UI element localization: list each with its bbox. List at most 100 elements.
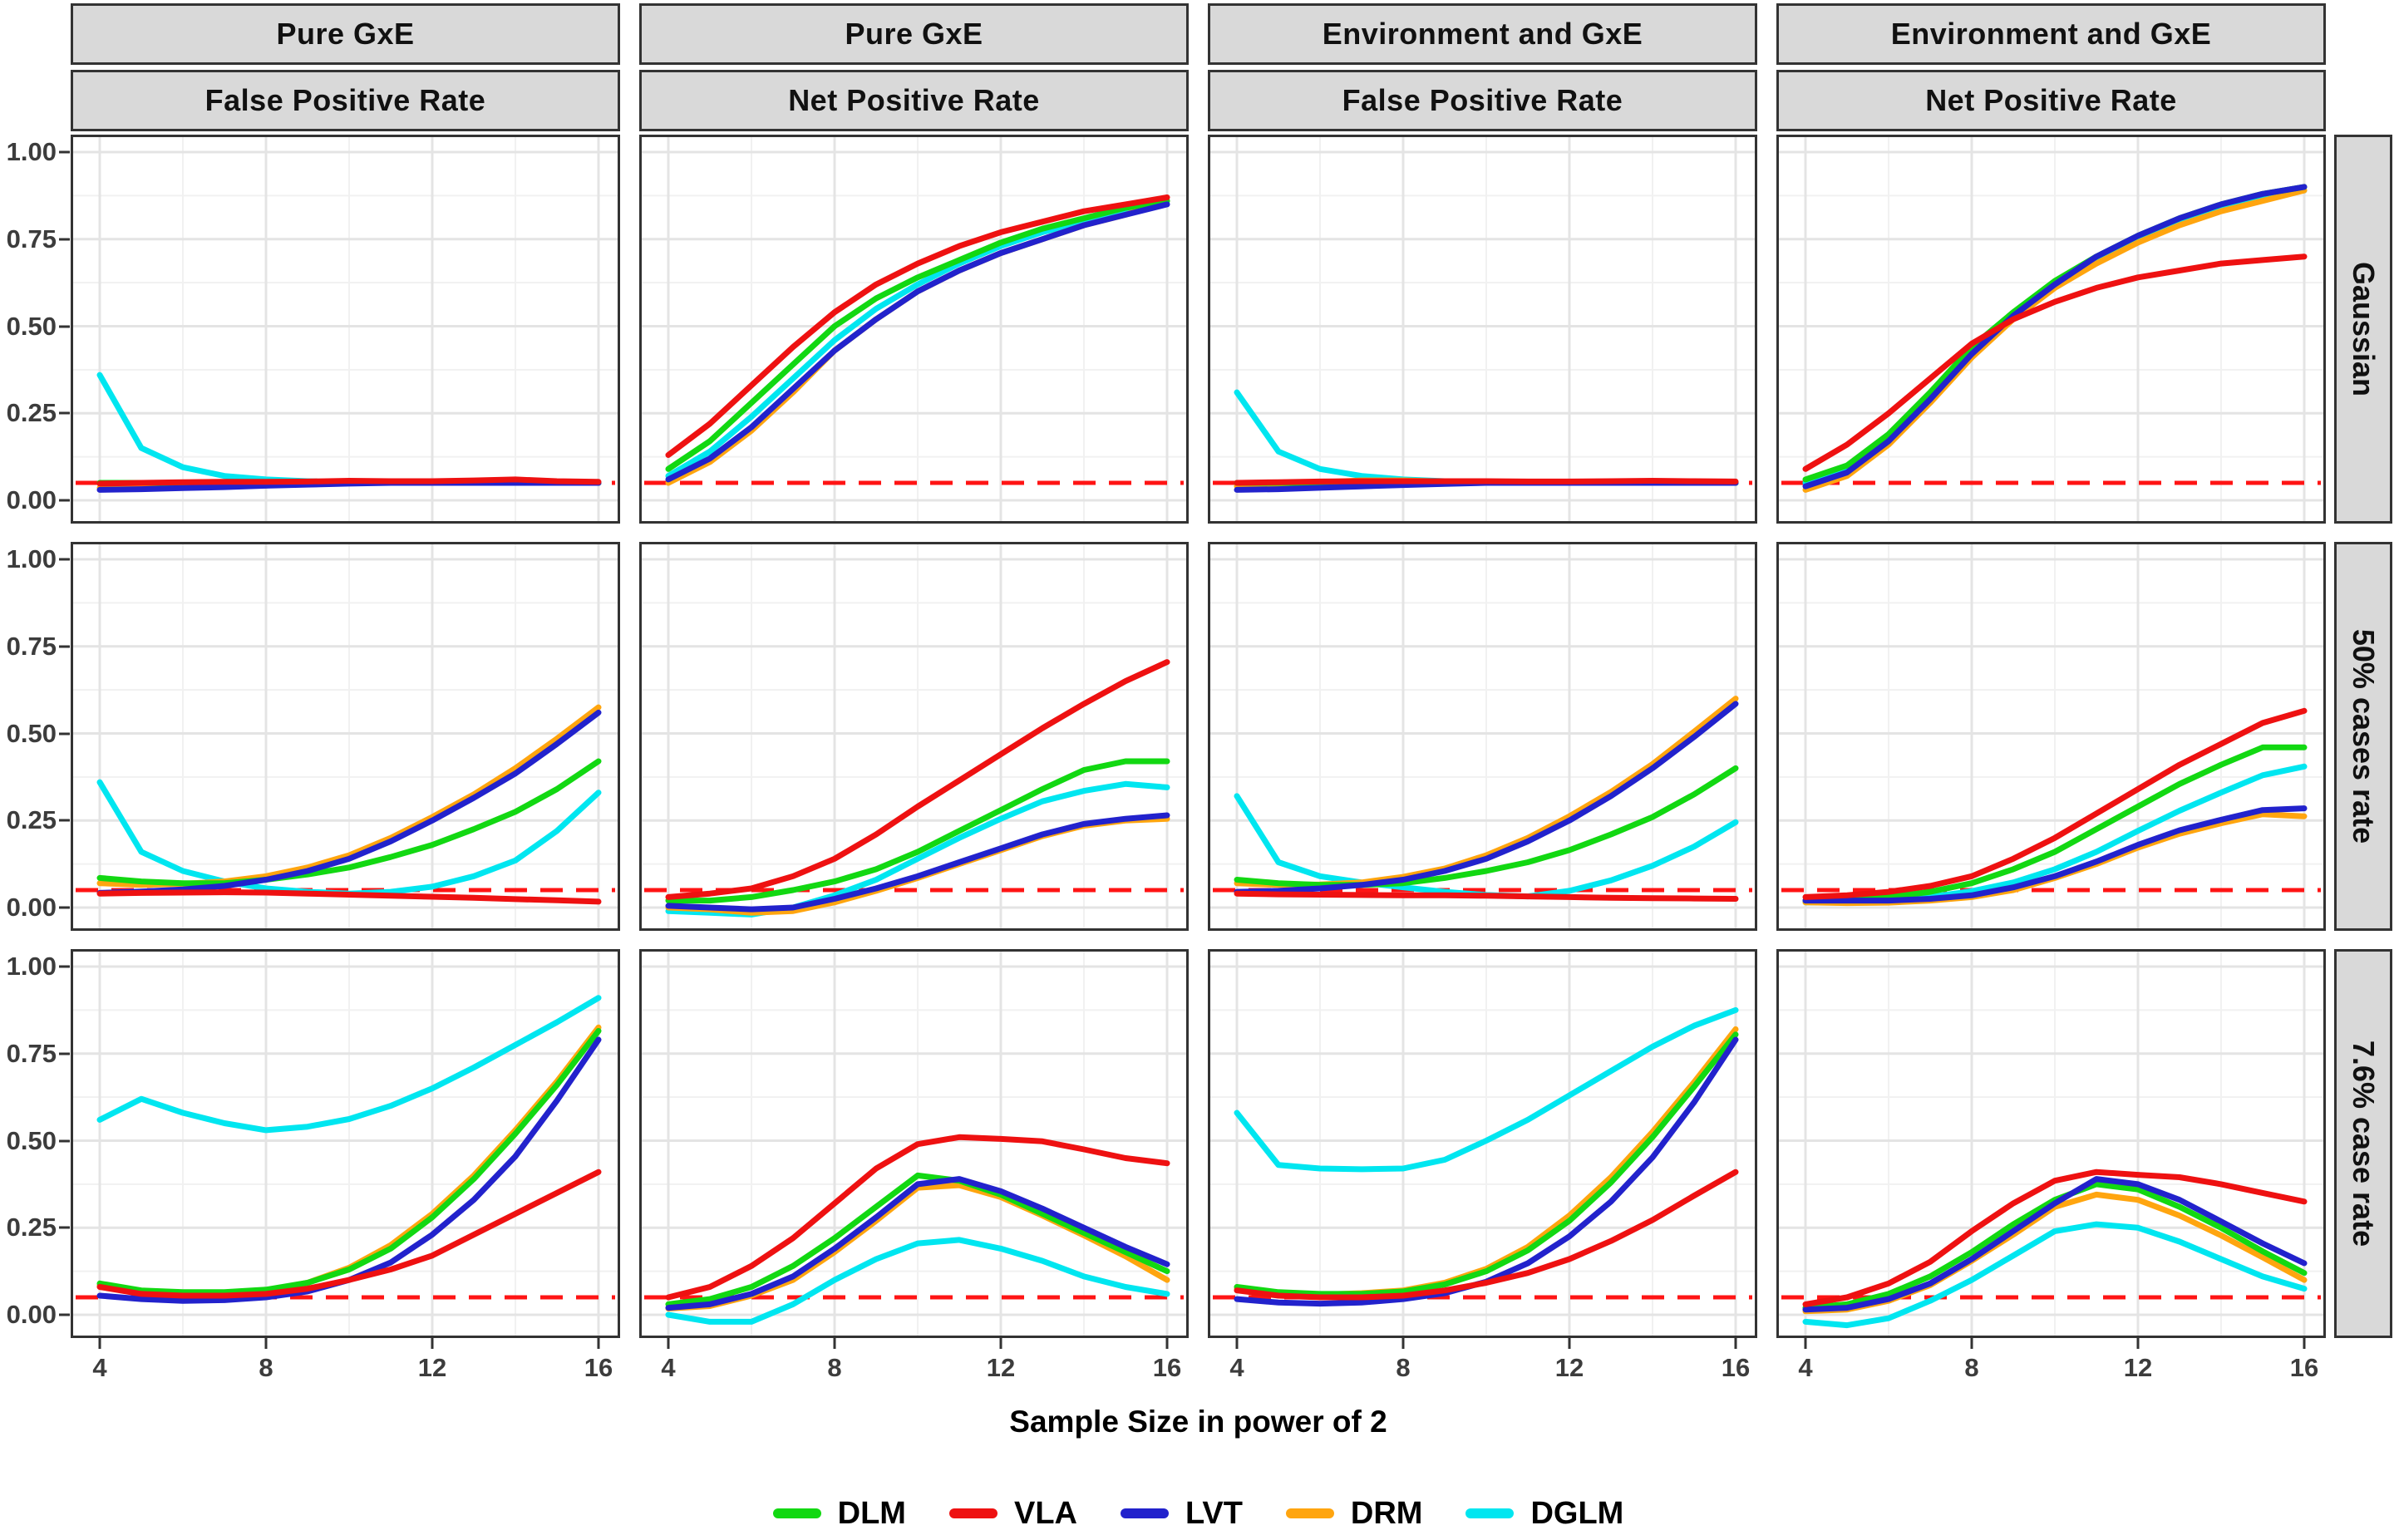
- panel-border: [1208, 135, 1757, 524]
- x-tick-label: 12: [1554, 1353, 1584, 1382]
- y-tick-mark: [59, 1313, 70, 1316]
- series-line-dglm: [1234, 1006, 1739, 1173]
- y-tick-mark: [59, 411, 70, 415]
- y-tick-label: 0.75: [6, 631, 57, 661]
- series-line-dglm: [1802, 1221, 2308, 1329]
- legend-item-drm: DRM: [1285, 1495, 1423, 1532]
- x-tick-label: 16: [584, 1353, 613, 1382]
- legend-swatch-drm: [1285, 1508, 1334, 1518]
- y-tick-mark: [59, 819, 70, 822]
- series-line-lvt: [665, 201, 1170, 483]
- y-tick-label: 0.50: [6, 311, 57, 341]
- legend-swatch-dglm: [1465, 1508, 1515, 1518]
- series-line-dlm: [665, 758, 1170, 904]
- y-tick-mark: [59, 1139, 70, 1142]
- y-tick-label: 0.50: [6, 1125, 57, 1155]
- series-line-dlm: [96, 1028, 602, 1296]
- series-line-lvt: [1802, 805, 2308, 904]
- x-tick-label: 4: [92, 1353, 107, 1382]
- series-line-lvt: [96, 709, 602, 896]
- y-tick-mark: [59, 238, 70, 241]
- y-tick-mark: [59, 558, 70, 561]
- series-line-dlm: [1234, 1031, 1739, 1297]
- x-tick-mark: [667, 1338, 670, 1349]
- x-tick-mark: [597, 1338, 600, 1349]
- y-tick-mark: [59, 150, 70, 154]
- y-tick-mark: [59, 906, 70, 909]
- y-tick-label: 0.75: [6, 224, 57, 253]
- series-line-vla: [665, 659, 1170, 900]
- y-tick-label: 0.00: [6, 1300, 57, 1329]
- facet-column-header-top: Environment and GxE: [1776, 3, 2326, 65]
- panel-gaussian-false-positive-rate-environment-and-gxe: [1208, 135, 1757, 524]
- x-tick-mark: [1235, 1338, 1239, 1349]
- y-tick-mark: [59, 965, 70, 968]
- series-line-vla: [96, 476, 602, 487]
- series-line-vla: [1802, 707, 2308, 900]
- legend-label: DRM: [1350, 1495, 1423, 1531]
- x-tick-mark: [1970, 1338, 1973, 1349]
- x-axis-title: Sample Size in power of 2: [1009, 1405, 1387, 1439]
- x-tick-label: 4: [1229, 1353, 1244, 1382]
- panel-border: [1208, 949, 1757, 1338]
- series-line-vla: [1234, 478, 1739, 486]
- x-tick-mark: [1568, 1338, 1571, 1349]
- x-tick-label: 8: [259, 1353, 273, 1382]
- panel-50-cases-rate-net-positive-rate-pure-gxe: [639, 542, 1189, 931]
- legend-item-lvt: LVT: [1120, 1495, 1243, 1532]
- series-line-dglm: [665, 1237, 1170, 1325]
- x-tick-mark: [1165, 1338, 1169, 1349]
- legend-label: DGLM: [1530, 1495, 1624, 1531]
- y-tick-mark: [59, 645, 70, 648]
- series-line-dlm: [1234, 765, 1739, 888]
- series-line-lvt: [665, 812, 1170, 913]
- x-tick-mark: [431, 1338, 434, 1349]
- legend-label: DLM: [837, 1495, 906, 1531]
- legend-swatch-dlm: [772, 1508, 821, 1518]
- legend-label: VLA: [1013, 1495, 1077, 1531]
- y-tick-label: 1.00: [6, 544, 57, 573]
- panel-border: [71, 949, 620, 1338]
- x-tick-label: 8: [827, 1353, 842, 1382]
- facet-column-header-top: Environment and GxE: [1208, 3, 1757, 65]
- facet-row-strip: Gaussian: [2334, 135, 2392, 524]
- x-tick-mark: [264, 1338, 268, 1349]
- facet-column-header-bottom: False Positive Rate: [1208, 70, 1757, 131]
- x-tick-label: 16: [2289, 1353, 2319, 1382]
- series-line-vla: [1234, 1169, 1739, 1301]
- facet-column-header-top: Pure GxE: [71, 3, 620, 65]
- facet-column-header-top: Pure GxE: [639, 3, 1189, 65]
- x-tick-label: 4: [1798, 1353, 1813, 1382]
- series-line-dlm: [1802, 1181, 2308, 1311]
- panel-50-cases-rate-false-positive-rate-pure-gxe: [71, 542, 620, 931]
- panel-border: [639, 135, 1189, 524]
- panel-border: [71, 135, 620, 524]
- series-line-lvt: [1234, 701, 1739, 895]
- panel-border: [639, 542, 1189, 931]
- x-tick-mark: [2136, 1338, 2140, 1349]
- legend-swatch-lvt: [1120, 1508, 1169, 1518]
- x-tick-label: 4: [661, 1353, 676, 1382]
- legend-label: LVT: [1185, 1495, 1243, 1531]
- series-line-vla: [1234, 890, 1739, 902]
- panel-gaussian-false-positive-rate-pure-gxe: [71, 135, 620, 524]
- facet-column-header-bottom: False Positive Rate: [71, 70, 620, 131]
- panel-border: [639, 949, 1189, 1338]
- panel-gaussian-net-positive-rate-environment-and-gxe: [1776, 135, 2326, 524]
- series-line-vla: [96, 1169, 602, 1299]
- facet-row-strip: 7.6% case rate: [2334, 949, 2392, 1338]
- y-tick-mark: [59, 325, 70, 327]
- y-tick-mark: [59, 1052, 70, 1055]
- y-tick-label: 0.00: [6, 893, 57, 922]
- y-tick-label: 0.50: [6, 718, 57, 748]
- series-line-lvt: [665, 1176, 1170, 1311]
- x-tick-label: 8: [1396, 1353, 1411, 1382]
- x-tick-mark: [1401, 1338, 1405, 1349]
- panel-50-cases-rate-false-positive-rate-environment-and-gxe: [1208, 542, 1757, 931]
- x-tick-label: 12: [417, 1353, 447, 1382]
- series-line-vla: [96, 889, 602, 905]
- panel-border: [71, 542, 620, 931]
- y-tick-label: 1.00: [6, 137, 57, 166]
- panel-border: [1776, 949, 2326, 1338]
- y-tick-label: 0.25: [6, 398, 57, 428]
